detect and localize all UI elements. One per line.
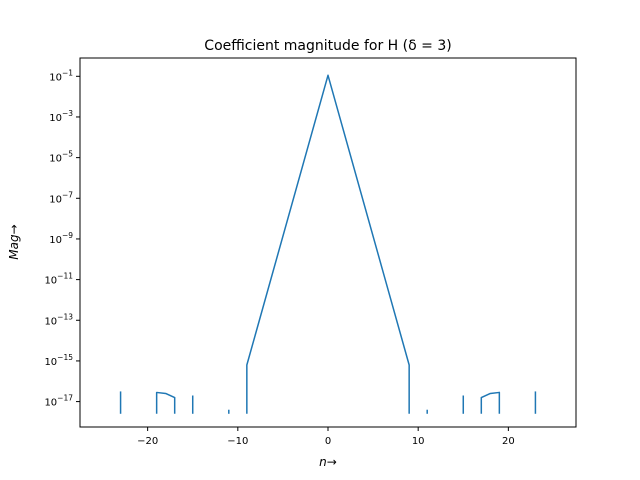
y-tick-base: 10 bbox=[44, 276, 57, 287]
chart-title: Coefficient magnitude for H (δ = 3) bbox=[204, 38, 451, 54]
y-tick-base: 10 bbox=[49, 113, 62, 124]
x-axis-label: n→ bbox=[319, 455, 337, 469]
series-0-segment-7 bbox=[480, 391, 501, 414]
y-tick-base: 10 bbox=[49, 194, 62, 205]
y-tick-exponent: −11 bbox=[57, 272, 73, 281]
x-tick-label: 10 bbox=[412, 436, 425, 447]
y-tick-exponent: −1 bbox=[62, 68, 73, 77]
y-tick-base: 10 bbox=[49, 72, 62, 83]
y-tick-label: 10−15 bbox=[44, 353, 73, 368]
x-tick-label: −10 bbox=[227, 436, 248, 447]
y-tick-base: 10 bbox=[49, 154, 62, 165]
y-tick-exponent: −5 bbox=[62, 150, 73, 159]
plot-frame bbox=[79, 57, 577, 428]
y-tick-base: 10 bbox=[44, 398, 57, 409]
y-tick-label: 10−11 bbox=[44, 272, 73, 287]
y-tick-label: 10−9 bbox=[49, 231, 73, 246]
y-tick-label: 10−17 bbox=[44, 394, 73, 409]
x-tick-label: 0 bbox=[325, 436, 331, 447]
y-tick-exponent: −7 bbox=[62, 190, 73, 199]
y-tick-label: 10−5 bbox=[49, 150, 73, 165]
y-tick-base: 10 bbox=[44, 357, 57, 368]
series-layer bbox=[119, 74, 537, 414]
x-tick-label: −20 bbox=[137, 436, 158, 447]
y-tick-exponent: −3 bbox=[62, 109, 73, 118]
y-tick-label: 10−13 bbox=[44, 312, 73, 327]
y-tick-exponent: −13 bbox=[57, 312, 73, 321]
y-tick-exponent: −15 bbox=[57, 353, 73, 362]
series-0-segment-1 bbox=[155, 391, 176, 414]
x-tick-label: 20 bbox=[502, 436, 515, 447]
y-tick-exponent: −17 bbox=[57, 394, 73, 403]
y-tick-exponent: −9 bbox=[62, 231, 73, 240]
y-tick-label: 10−7 bbox=[49, 190, 73, 205]
series-0-segment-4 bbox=[246, 74, 410, 414]
y-axis-label: Mag→ bbox=[7, 224, 21, 259]
y-tick-label: 10−3 bbox=[49, 109, 73, 124]
y-tick-label: 10−1 bbox=[49, 68, 73, 83]
y-tick-base: 10 bbox=[44, 316, 57, 327]
x-axis: −20 −10 0 10 20 bbox=[137, 427, 515, 447]
y-tick-base: 10 bbox=[49, 235, 62, 246]
